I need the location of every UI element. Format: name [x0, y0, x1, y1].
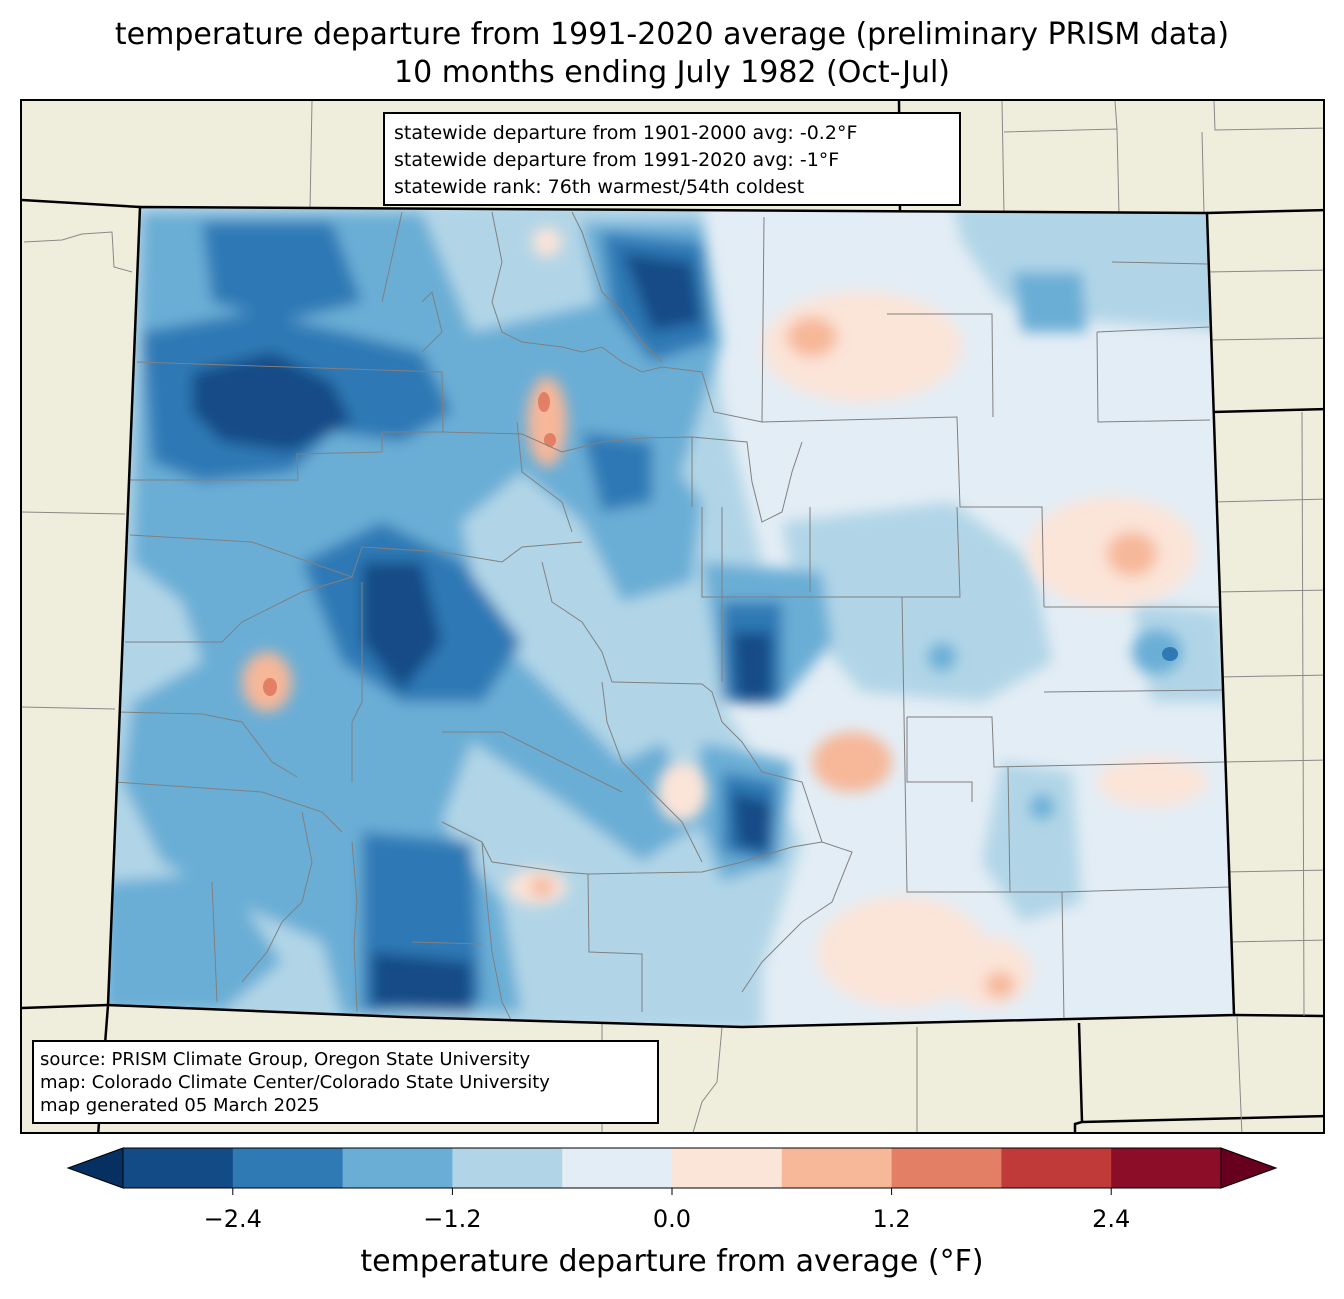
colorbar-segment [562, 1148, 673, 1188]
colorbar-segment [781, 1148, 893, 1188]
colorbar-tick-label: 0.0 [652, 1205, 692, 1233]
stat-line-rank: statewide rank: 76th warmest/54th coldes… [394, 176, 805, 198]
colorbar [66, 1147, 1278, 1195]
map-subtitle: 10 months ending July 1982 (Oct-Jul) [393, 55, 951, 90]
colorbar-tick-label: 1.2 [872, 1205, 911, 1233]
colorbar-segment [672, 1148, 783, 1188]
colorbar-segment [452, 1148, 563, 1188]
colorado-map [22, 101, 1323, 1132]
colorbar-tick-label: −2.4 [203, 1205, 262, 1233]
colorbar-extend-under [66, 1147, 124, 1189]
colorbar-segment [232, 1148, 344, 1188]
county-lines [114, 211, 1231, 1023]
stat-line-1901-2000: statewide departure from 1901-2000 avg: … [394, 122, 858, 144]
colorado-border [106, 205, 1236, 1029]
source-line: source: PRISM Climate Group, Oregon Stat… [40, 1049, 531, 1070]
colorbar-segment [342, 1148, 453, 1188]
colorbar-segment [891, 1148, 1002, 1188]
colorbar-extend-over [1220, 1147, 1278, 1189]
map-title: temperature departure from 1991-2020 ave… [114, 17, 1230, 52]
stat-line-1991-2020: statewide departure from 1991-2020 avg: … [394, 149, 840, 171]
colorbar-segment [123, 1148, 234, 1188]
statewide-stats-box: statewide departure from 1901-2000 avg: … [383, 112, 961, 206]
generated-date-line: map generated 05 March 2025 [40, 1095, 320, 1116]
colorbar-segment [1111, 1148, 1222, 1188]
map-area [20, 99, 1325, 1134]
source-box: source: PRISM Climate Group, Oregon Stat… [32, 1040, 659, 1124]
colorbar-segment [1001, 1148, 1112, 1188]
departure-field [108, 207, 1234, 1027]
colorbar-tick-label: 2.4 [1092, 1205, 1131, 1233]
map-credit-line: map: Colorado Climate Center/Colorado St… [40, 1072, 550, 1093]
colorbar-label: temperature departure from average (°F) [360, 1244, 984, 1279]
colorbar-tick-label: −1.2 [423, 1205, 482, 1233]
